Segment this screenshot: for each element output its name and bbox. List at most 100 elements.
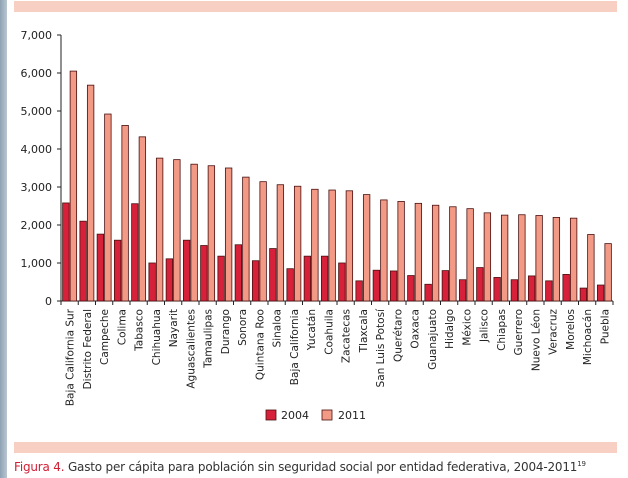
bar-2011-aguascalientes xyxy=(190,163,198,302)
bar-2011-campeche xyxy=(104,113,112,302)
y-axis: 0 1,000 2,000 3,000 4,000 5,000 6,000 7,000 xyxy=(21,29,62,308)
bar-2004-durango xyxy=(217,255,225,302)
bar-2011-tabasco xyxy=(138,136,147,302)
bar-2011-nayarit xyxy=(173,159,181,302)
bar-2011-colima xyxy=(121,125,129,302)
x-tick-label: Distrito Federal xyxy=(82,309,94,389)
bar-2004-méxico xyxy=(458,279,467,302)
y-tick-label: 4,000 xyxy=(21,143,53,156)
bar-2004-morelos xyxy=(562,273,570,302)
x-tick-label: Michoacán xyxy=(582,309,594,365)
bar-2011-guerrero xyxy=(518,214,526,302)
x-tick-label: Nuevo Léon xyxy=(530,309,542,371)
bar-2011-querétaro xyxy=(397,201,405,302)
figure-label: Figura 4. xyxy=(14,460,65,474)
bar-2004-sinaloa xyxy=(269,248,277,302)
x-tick-label: Chihuahua xyxy=(151,309,163,365)
bar-2004-aguascalientes xyxy=(182,239,191,302)
bar-2011-distrito-federal xyxy=(86,84,95,302)
bar-2011-coahuila xyxy=(328,189,336,302)
bar-2004-sonora xyxy=(234,244,243,302)
x-tick-label: Tabasco xyxy=(134,309,146,352)
bar-2011-guanajuato xyxy=(431,204,440,302)
bar-2004-campeche xyxy=(96,233,105,302)
x-tick-label: Campeche xyxy=(99,309,111,365)
legend-swatch-2004 xyxy=(265,409,277,421)
bar-2011-nuevo-léon xyxy=(535,215,543,302)
bar-2004-baja-california xyxy=(286,268,294,302)
bar-2004-coahuila xyxy=(320,255,329,302)
x-tick-label: Guanajuato xyxy=(427,309,439,370)
bar-2011-oaxaca xyxy=(414,202,423,302)
x-tick-label: Veracruz xyxy=(548,309,560,355)
bar-2011-méxico xyxy=(466,208,474,302)
bar-2011-durango xyxy=(224,167,233,302)
bar-2004-jalisco xyxy=(476,267,484,302)
x-tick-label: Durango xyxy=(220,309,232,354)
x-axis xyxy=(57,300,614,305)
x-tick-label: Coahuila xyxy=(323,309,335,355)
bar-2004-nuevo-léon xyxy=(527,275,536,302)
x-tick-label: México xyxy=(461,309,473,346)
bar-2011-michoacán xyxy=(587,234,595,302)
legend-label-2011: 2011 xyxy=(338,409,366,422)
x-tick-label: Morelos xyxy=(565,309,577,350)
x-tick-label: Yucatán xyxy=(306,309,318,351)
bar-2004-guanajuato xyxy=(424,283,432,302)
x-tick-label: Oaxaca xyxy=(410,309,422,349)
bar-2004-distrito-federal xyxy=(79,220,87,302)
bottom-decorative-band xyxy=(14,442,617,453)
bar-2011-chihuahua xyxy=(155,157,164,302)
bar-2004-chiapas xyxy=(493,277,501,302)
y-tick-label: 2,000 xyxy=(21,219,53,232)
bar-2004-oaxaca xyxy=(407,275,415,302)
bar-2004-guerrero xyxy=(510,279,519,302)
bar-2004-hidalgo xyxy=(441,270,450,302)
x-tick-label: Sonora xyxy=(237,309,249,346)
bar-2011-sinaloa xyxy=(276,184,285,302)
figure-caption: Figura 4. Gasto per cápita para població… xyxy=(14,460,586,474)
page-edge-strip xyxy=(0,0,7,478)
bar-2004-chihuahua xyxy=(148,262,156,302)
legend-swatch-2011 xyxy=(321,409,333,421)
bar-2011-baja-california-sur xyxy=(69,70,78,302)
x-tick-label: Tlaxcala xyxy=(358,309,370,353)
bar-2011-puebla xyxy=(604,243,612,302)
bar-2011-jalisco xyxy=(483,212,492,302)
bar-2004-puebla xyxy=(596,284,605,302)
caption-text: Gasto per cápita para población sin segu… xyxy=(64,460,578,474)
bar-2011-hidalgo xyxy=(449,206,457,302)
y-tick-label: 3,000 xyxy=(21,181,53,194)
bar-2004-tamaulipas xyxy=(200,245,208,302)
bar-2011-yucatán xyxy=(311,188,319,302)
bar-2011-zacatecas xyxy=(345,190,354,302)
bar-2004-quintana-roo xyxy=(251,260,260,302)
bar-2004-colima xyxy=(113,239,122,302)
x-tick-label: Nayarit xyxy=(168,309,180,347)
caption-footnote-ref: 19 xyxy=(577,460,586,468)
bar-2004-nayarit xyxy=(165,258,174,302)
x-tick-label: Sinaloa xyxy=(272,309,284,347)
y-tick-label: 0 xyxy=(45,295,52,308)
x-tick-label: Colima xyxy=(116,309,128,345)
bar-2004-yucatán xyxy=(303,255,312,302)
x-tick-label: Querétaro xyxy=(392,309,404,362)
bar-2004-zacatecas xyxy=(338,262,346,302)
x-tick-label: Tamaulipas xyxy=(203,309,215,369)
x-tick-label: San Luis Potosí xyxy=(375,308,387,388)
bars xyxy=(62,70,612,302)
bar-2004-san-luis-potosí xyxy=(372,269,381,302)
bar-2011-quintana-roo xyxy=(259,181,267,302)
bar-2011-san-luis-potosí xyxy=(380,199,388,302)
x-tick-label: Chiapas xyxy=(496,309,508,351)
x-tick-label: Puebla xyxy=(599,309,611,344)
legend-label-2004: 2004 xyxy=(281,409,309,422)
bar-2011-morelos xyxy=(569,217,578,302)
bar-2011-sonora xyxy=(242,176,250,302)
bar-2004-tlaxcala xyxy=(355,280,363,302)
legend: 2004 2011 xyxy=(265,409,366,422)
x-tick-label: Aguascalientes xyxy=(185,309,197,389)
y-tick-label: 5,000 xyxy=(21,105,53,118)
bar-2011-veracruz xyxy=(552,216,561,302)
y-tick-label: 6,000 xyxy=(21,67,53,80)
